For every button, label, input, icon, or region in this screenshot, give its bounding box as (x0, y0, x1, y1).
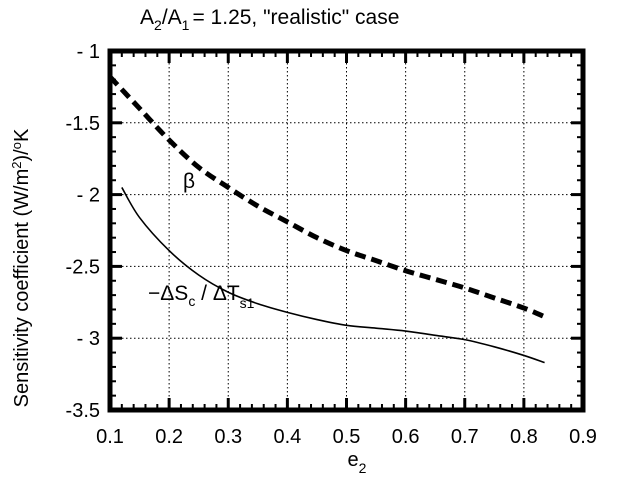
y-tick-label: -2.5 (66, 256, 100, 278)
x-tick-label: 0.4 (273, 426, 301, 448)
grid (110, 51, 583, 410)
y-tick-label: -1.5 (66, 113, 100, 135)
y-tick-labels: - 1 -1.5 - 2 -2.5 - 3 -3.5 (66, 41, 100, 422)
y-tick-label: - 3 (77, 328, 100, 350)
x-tick-labels: 0.1 0.2 0.3 0.4 0.5 0.6 0.7 0.8 0.9 (96, 426, 597, 448)
y-axis-label: Sensitivity coefficient (W/m2)/oK (9, 128, 33, 407)
x-tick-label: 0.3 (214, 426, 242, 448)
series-lines (108, 75, 546, 364)
series-beta-line (108, 75, 546, 319)
x-tick-label: 0.5 (333, 426, 361, 448)
x-axis-label: e2 (348, 449, 367, 476)
series-delta-sc-line (121, 187, 545, 364)
plot-frame (107, 48, 586, 413)
x-tick-label: 0.9 (569, 426, 597, 448)
x-tick-label: 0.6 (392, 426, 420, 448)
x-tick-label: 0.1 (96, 426, 124, 448)
x-tick-label: 0.8 (510, 426, 538, 448)
x-tick-label: 0.7 (451, 426, 479, 448)
annotation-delta-sc-over-delta-ts1: −ΔSc / ΔTs1 (148, 282, 255, 311)
x-tick-label: 0.2 (155, 426, 183, 448)
y-tick-label: - 1 (77, 41, 100, 63)
chart-title: A2/A1 = 1.25, "realistic" case (140, 6, 399, 33)
y-tick-label: -3.5 (66, 400, 100, 422)
y-tick-label: - 2 (77, 185, 100, 207)
annotation-beta: β (183, 170, 195, 193)
